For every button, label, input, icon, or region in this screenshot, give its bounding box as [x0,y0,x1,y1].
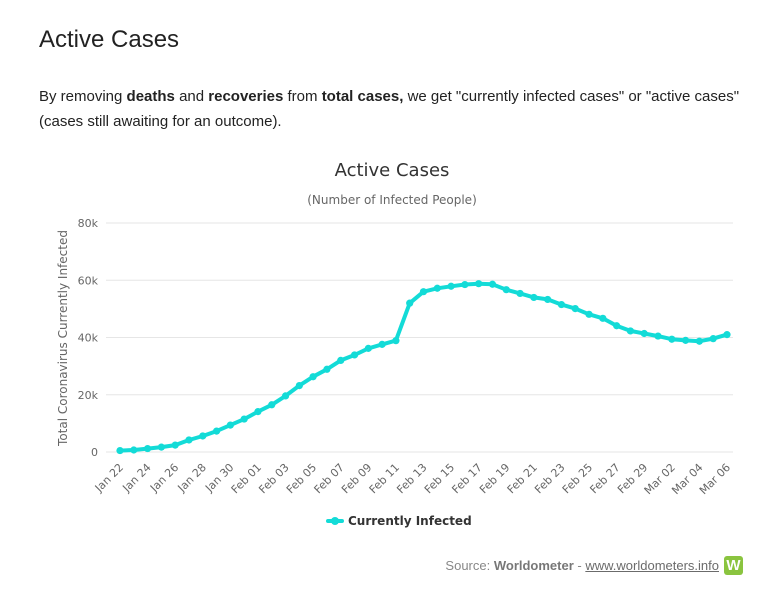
x-tick-label: Feb 21 [505,461,540,496]
x-tick-label: Jan 24 [119,461,153,495]
data-point [433,284,441,292]
x-tick-label: Feb 19 [477,461,512,496]
chart-title: Active Cases [335,160,450,181]
data-point [130,446,138,454]
data-point [571,304,579,313]
source-line: Source: Worldometer - www.worldometers.i… [445,558,719,573]
x-tick-label: Feb 13 [394,461,429,496]
intro-bold-recoveries: recoveries [208,88,284,105]
intro-bold-total-cases: total cases, [321,88,404,105]
x-tick-label: Feb 07 [312,461,347,496]
source-link[interactable]: www.worldometers.info [585,558,719,573]
data-point [723,331,731,339]
data-point [475,280,483,288]
data-point [557,300,566,309]
intro-paragraph: By removing deaths and recoveries from t… [39,84,754,134]
data-point [157,443,165,451]
x-tick-label: Feb 03 [256,461,291,496]
data-point [378,340,386,348]
y-axis-title: Total Coronavirus Currently Infected [56,230,70,447]
x-tick-label: Jan 22 [92,461,126,495]
series-currently-infected [116,280,731,455]
data-point [654,332,662,340]
data-point [268,401,276,409]
data-point [709,335,717,343]
legend-dot-marker [331,517,339,525]
data-point [488,280,497,288]
data-point [171,441,179,449]
source-prefix: Source: [445,558,494,573]
y-tick-label: 80k [78,217,99,230]
data-point [364,344,372,352]
y-tick-label: 40k [78,332,99,345]
data-point [350,351,359,359]
data-point [544,295,552,304]
x-tick-label: Mar 06 [697,461,733,497]
data-point [392,337,400,345]
data-point [516,289,524,298]
x-tick-label: Feb 11 [367,461,402,496]
source-separator: - [573,558,586,573]
data-point [530,293,538,302]
data-point [613,322,621,330]
data-point [682,336,690,344]
active-cases-chart: Active Cases (Number of Infected People)… [56,160,733,528]
intro-text: By removing [39,88,127,105]
data-point [199,432,207,440]
y-tick-label: 20k [78,389,99,402]
data-point [226,421,234,429]
intro-text: and [174,88,209,105]
data-point [116,446,124,455]
x-tick-label: Feb 15 [422,461,457,496]
y-axis: 0 20k 40k 60k 80k [78,217,99,459]
page-title: Active Cases [39,26,180,53]
data-point [406,299,414,307]
data-point [212,427,221,435]
x-tick-label: Feb 09 [339,461,374,496]
x-tick-label: Feb 23 [532,461,567,496]
data-point [419,288,428,296]
data-point [295,381,303,390]
data-point [599,314,607,322]
intro-text: we get "currently infected cases" or "ac… [39,88,740,130]
y-tick-label: 60k [78,274,99,287]
x-tick-label: Feb 05 [284,461,319,496]
x-tick-label: Feb 25 [560,461,595,496]
data-point [323,365,331,373]
x-tick-label: Jan 26 [147,461,181,495]
data-point [185,436,193,444]
data-point [640,329,648,338]
data-point [502,286,510,294]
data-point [281,392,290,400]
x-tick-label: Feb 01 [229,461,264,496]
x-tick-label: Feb 17 [449,461,484,496]
x-tick-label: Feb 27 [587,461,622,496]
x-tick-label: Jan 28 [175,461,209,495]
grid-lines [106,222,733,453]
data-point [254,408,262,416]
intro-bold-deaths: deaths [126,88,175,105]
data-point [447,282,455,290]
y-tick-label: 0 [91,446,98,459]
data-point [585,310,593,318]
data-point [695,337,704,345]
data-point [143,444,152,453]
data-point [309,373,317,381]
chart-subtitle: (Number of Infected People) [307,193,477,207]
data-point [668,335,676,343]
source-name: Worldometer [493,558,574,573]
data-point [626,327,635,335]
legend[interactable]: Currently Infected [326,514,472,528]
series-line [118,281,729,453]
data-point [337,356,345,364]
intro-text: from [283,88,322,105]
worldometer-logo-icon[interactable]: W [724,556,743,575]
data-point [461,280,469,289]
legend-label: Currently Infected [348,514,472,528]
data-point [240,415,248,423]
